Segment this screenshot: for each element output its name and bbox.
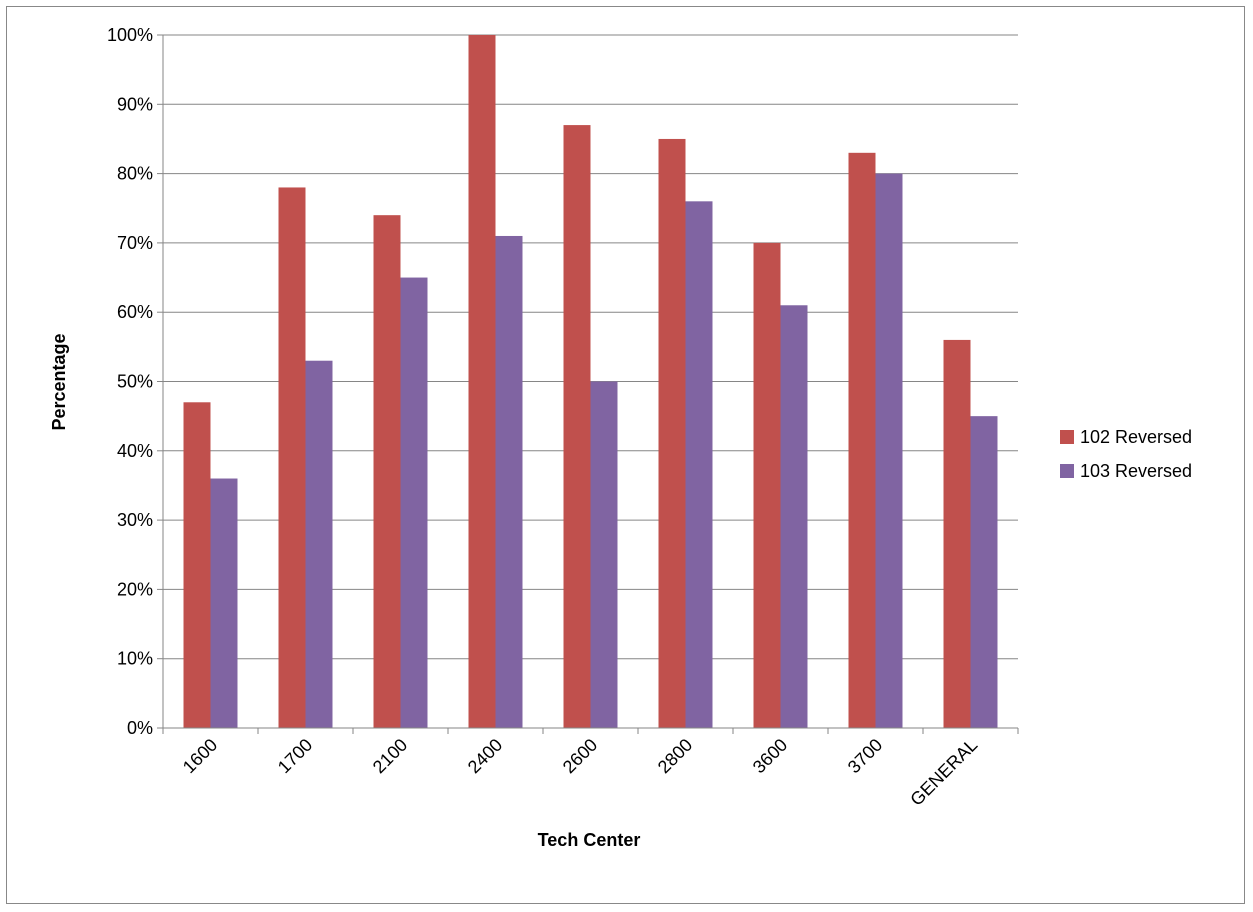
- bar-103-reversed-3700: [875, 173, 903, 729]
- bar-103-reversed-2800: [685, 201, 713, 728]
- x-tick-label: 2100: [369, 735, 411, 777]
- y-tick-label: 60%: [117, 302, 153, 322]
- bar-102-reversed-2800: [658, 138, 686, 728]
- x-tick-label: 2600: [559, 735, 601, 777]
- bar-102-reversed-3700: [848, 152, 876, 728]
- bar-103-reversed-1600: [210, 478, 238, 728]
- x-tick-label: GENERAL: [906, 735, 981, 810]
- bar-103-reversed-2400: [495, 235, 523, 728]
- bar-103-reversed-2100: [400, 277, 428, 728]
- bar-102-reversed-1600: [183, 402, 211, 728]
- chart-frame: [6, 6, 1245, 904]
- bar-103-reversed-2600: [590, 381, 618, 728]
- bar-102-reversed-2100: [373, 215, 401, 728]
- y-tick-label: 80%: [117, 164, 153, 184]
- x-axis-title: Tech Center: [538, 830, 641, 850]
- x-tick-label: 1600: [179, 735, 221, 777]
- legend-label: 102 Reversed: [1080, 427, 1192, 447]
- y-tick-label: 0%: [127, 718, 153, 738]
- y-tick-label: 40%: [117, 441, 153, 461]
- y-tick-label: 50%: [117, 372, 153, 392]
- legend-swatch: [1060, 464, 1074, 478]
- x-tick-label: 3700: [844, 735, 886, 777]
- y-tick-label: 100%: [107, 25, 153, 45]
- y-tick-label: 10%: [117, 649, 153, 669]
- y-tick-label: 30%: [117, 510, 153, 530]
- x-tick-label: 3600: [749, 735, 791, 777]
- y-tick-label: 20%: [117, 579, 153, 599]
- y-tick-label: 90%: [117, 94, 153, 114]
- y-tick-label: 70%: [117, 233, 153, 253]
- bar-102-reversed-3600: [753, 242, 781, 728]
- x-axis-ticks: 1600 1700 2100 2400 2600 2800 3600 3700 GENERAL: [162, 728, 1019, 810]
- bar-103-reversed-1700: [305, 360, 333, 728]
- y-axis-ticks: 0% 10% 20% 30% 40% 50% 60% 70% 80% 90% 100%: [107, 25, 163, 738]
- bar-103-reversed-general: [970, 416, 998, 728]
- bar-102-reversed-2600: [563, 125, 591, 729]
- legend-label: 103 Reversed: [1080, 461, 1192, 481]
- x-tick-label: 2400: [464, 735, 506, 777]
- y-axis-title: Percentage: [49, 333, 69, 430]
- legend-swatch: [1060, 430, 1074, 444]
- bar-102-reversed-1700: [278, 187, 306, 728]
- x-tick-label: 1700: [274, 735, 316, 777]
- legend: 102 Reversed 103 Reversed: [1060, 427, 1192, 481]
- bar-102-reversed-2400: [468, 35, 496, 728]
- bars: [183, 35, 998, 729]
- x-tick-label: 2800: [654, 735, 696, 777]
- bar-102-reversed-general: [943, 339, 971, 728]
- bar-103-reversed-3600: [780, 305, 808, 728]
